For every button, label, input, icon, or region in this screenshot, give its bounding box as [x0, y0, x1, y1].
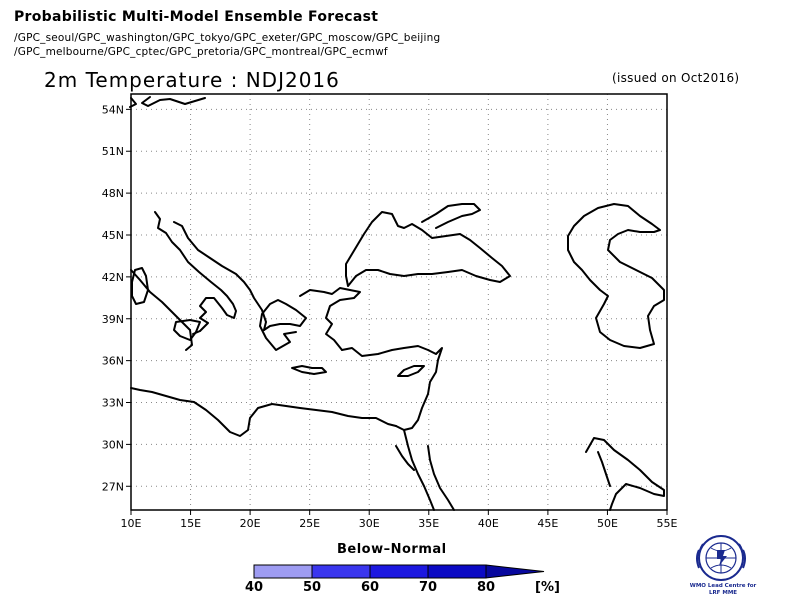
coastline-adriatic-east	[173, 221, 267, 331]
legend-title: Below–Normal	[337, 542, 447, 557]
lon-tick-label: 25E	[299, 517, 320, 530]
lat-tick-label: 48N	[102, 187, 124, 200]
wmo-logo-icon	[696, 535, 746, 581]
coastline-cyprus	[397, 365, 425, 377]
lon-tick-label: 35E	[418, 517, 439, 530]
coastline-azov	[421, 203, 481, 229]
coastline-north-africa	[130, 387, 397, 437]
lat-tick-label: 51N	[102, 145, 124, 158]
lat-tick-label: 42N	[102, 271, 124, 284]
legend-tick-label: 50	[302, 580, 322, 595]
coastline-sicily	[173, 319, 201, 341]
legend-tick-label: 60	[360, 580, 380, 595]
variable-title: 2m Temperature : NDJ2016	[44, 68, 340, 92]
wmo-caption-line-2: LRF MME	[708, 589, 738, 596]
legend-bin	[311, 564, 371, 579]
forecast-title: Probabilistic Multi-Model Ensemble Forec…	[14, 9, 379, 25]
legend-tick-label: 70	[418, 580, 438, 595]
lon-tick-label: 20E	[240, 517, 261, 530]
longitude-labels: 10E 15E 20E 25E 30E 35E 40E 45E 50E 55E	[121, 510, 678, 530]
lat-tick-label: 54N	[102, 103, 124, 116]
map-border	[130, 93, 668, 511]
lat-tick-label: 39N	[102, 313, 124, 326]
legend-bin	[485, 564, 545, 579]
coastline-persian-gulf	[585, 437, 665, 511]
coastline-sardinia	[131, 267, 149, 305]
model-list-line-2: /GPC_melbourne/GPC_cptec/GPC_pretoria/GP…	[14, 46, 388, 58]
lon-tick-label: 30E	[359, 517, 380, 530]
lat-tick-label: 30N	[102, 438, 124, 451]
lat-tick-label: 36N	[102, 355, 124, 368]
lon-tick-label: 55E	[657, 517, 678, 530]
legend-bin	[427, 564, 487, 579]
coastline-caspian	[567, 203, 665, 349]
legend-unit: [%]	[535, 580, 560, 595]
coastlines	[129, 96, 665, 511]
wmo-caption-line-1: WMO Lead Centre for	[689, 583, 757, 589]
wmo-caption: WMO Lead Centre for LRF MME	[686, 583, 760, 596]
coastline-black-sea	[345, 211, 511, 287]
coastline-crete	[291, 365, 327, 375]
legend-bin	[253, 564, 313, 579]
lon-tick-label: 15E	[180, 517, 201, 530]
lat-tick-label: 33N	[102, 397, 124, 410]
legend-tick-label: 80	[476, 580, 496, 595]
coastline-turkey-south	[341, 345, 443, 431]
coastline-red-sea	[395, 429, 455, 511]
coastline-aegean	[299, 287, 361, 351]
legend-tick-label: 40	[244, 580, 264, 595]
coastline-greece	[259, 299, 307, 351]
coastline-north-europe	[129, 96, 206, 108]
lat-tick-label: 27N	[102, 480, 124, 493]
lon-tick-label: 45E	[537, 517, 558, 530]
latitude-labels: 54N 51N 48N 45N 42N 39N 36N 33N 30N 27N	[102, 103, 131, 493]
lon-tick-label: 10E	[121, 517, 142, 530]
lat-tick-label: 45N	[102, 229, 124, 242]
legend-bin	[369, 564, 429, 579]
coastline-italy	[154, 211, 237, 332]
issued-date: (issued on Oct2016)	[612, 71, 740, 85]
lon-tick-label: 40E	[478, 517, 499, 530]
model-list-line-1: /GPC_seoul/GPC_washington/GPC_tokyo/GPC_…	[14, 32, 441, 44]
lon-tick-label: 50E	[597, 517, 618, 530]
